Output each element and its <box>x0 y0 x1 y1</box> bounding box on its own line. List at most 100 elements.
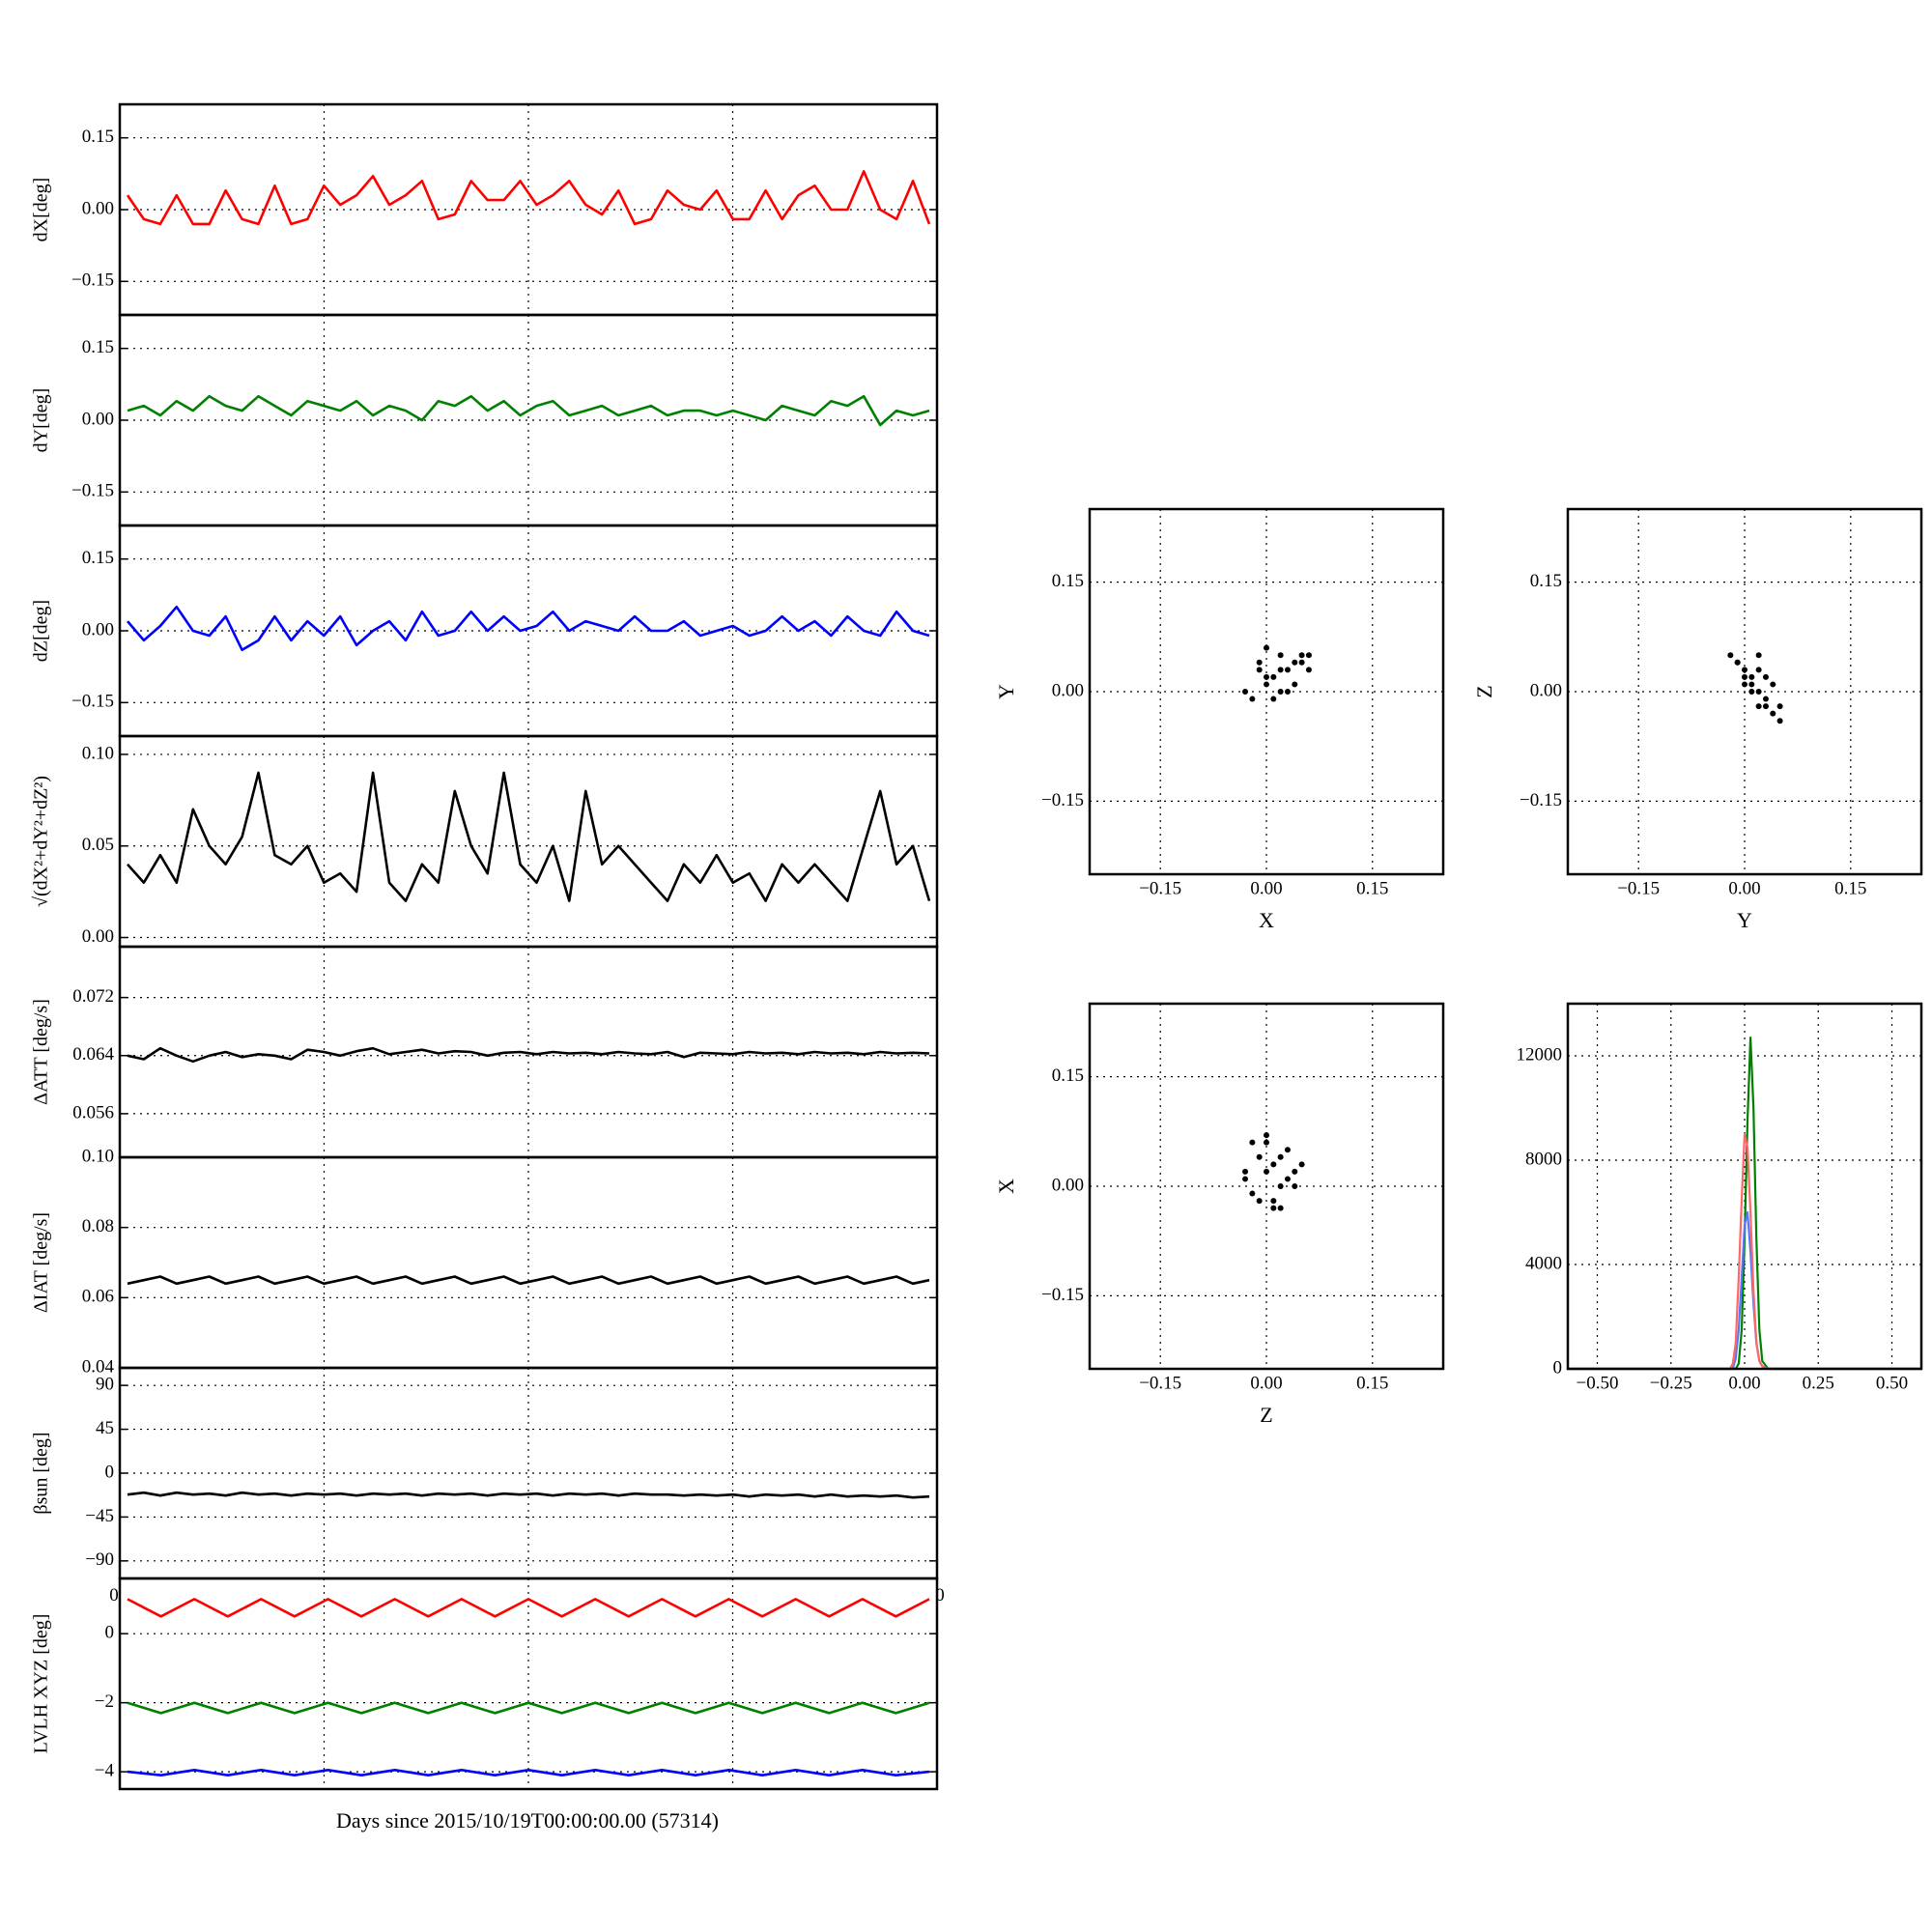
scatter-point <box>1264 681 1269 688</box>
scatter-point <box>1734 659 1741 666</box>
scatter-point <box>1762 703 1769 710</box>
ytick-label: −0.15 <box>71 481 114 501</box>
scatter-point <box>1256 1198 1263 1205</box>
ytick-label: 0.00 <box>1052 1175 1084 1195</box>
scatter-point <box>1270 696 1277 702</box>
ytick-label: 0.00 <box>1052 680 1084 700</box>
scatter-point <box>1264 1139 1269 1146</box>
hist-line-0 <box>1568 1036 1921 1371</box>
scatter-point <box>1256 659 1263 666</box>
axes-frame <box>1566 507 1923 876</box>
scatter-point <box>1298 652 1305 659</box>
series-line-0 <box>127 605 930 652</box>
scatter-point <box>1242 689 1249 695</box>
scatter-point <box>1242 1176 1249 1182</box>
ytick-label: 0.15 <box>82 337 114 357</box>
axes-frame <box>118 734 939 949</box>
panel-scatter_zx: −0.15 −0.15 0.00 0.00 0.15 0.15 Z X <box>994 1002 1445 1427</box>
ytick-label: 0.00 <box>82 926 114 947</box>
ytick-label: −4 <box>95 1760 115 1780</box>
scatter-point <box>1292 659 1298 666</box>
figure-xlabel: Days since 2015/10/19T00:00:00.00 (57314… <box>336 1808 719 1833</box>
scatter-point <box>1284 1176 1291 1182</box>
ylabel: dZ[deg] <box>31 600 52 662</box>
ytick-label: 0.10 <box>82 1146 114 1166</box>
scatter-point <box>1755 689 1762 695</box>
ylabel: X <box>994 1179 1018 1194</box>
scatter-point <box>1284 1147 1291 1153</box>
ylabel: βsun [deg] <box>31 1432 52 1514</box>
series-line-1 <box>127 1701 930 1715</box>
ytick-label: 0.15 <box>1052 1065 1084 1086</box>
axes-frame <box>1566 1002 1923 1371</box>
scatter-point <box>1256 667 1263 673</box>
corner-label-left: 0 <box>109 1585 119 1605</box>
ytick-label: 0.15 <box>1530 571 1562 591</box>
scatter-point <box>1256 1153 1263 1160</box>
ylabel: dY[deg] <box>31 388 52 453</box>
panel-histogram: −0.50 −0.25 0.00 0.25 0.50 0 4000 8000 12000 <box>1517 1002 1923 1393</box>
scatter-point <box>1249 1190 1256 1197</box>
ytick-label: 0.04 <box>82 1356 115 1377</box>
axes-frame <box>118 1577 939 1791</box>
series-line-0 <box>127 1598 930 1618</box>
scatter-point <box>1242 1168 1249 1175</box>
scatter-point <box>1727 652 1734 659</box>
xtick-label: −0.15 <box>1139 878 1181 898</box>
ytick-label: −0.15 <box>71 270 114 291</box>
xtick-label: 0.00 <box>1250 878 1282 898</box>
panel-scatter_xy: −0.15 −0.15 0.00 0.00 0.15 0.15 X Y <box>994 507 1445 932</box>
xtick-label: 0.00 <box>1728 878 1760 898</box>
scatter-point <box>1770 681 1776 688</box>
ytick-label: 0 <box>105 1623 115 1643</box>
axes-frame <box>118 1155 939 1370</box>
series-line-0 <box>126 170 931 226</box>
xtick-label: −0.15 <box>1139 1373 1181 1393</box>
scatter-point <box>1298 659 1305 666</box>
ytick-label: 0.10 <box>82 743 114 763</box>
ytick-label: −2 <box>95 1691 114 1712</box>
xlabel: Z <box>1260 1403 1272 1427</box>
scatter-point <box>1770 710 1776 717</box>
ytick-label: 0.072 <box>72 986 114 1007</box>
ytick-label: −0.15 <box>1041 1285 1084 1305</box>
ytick-label: 0.15 <box>1052 571 1084 591</box>
hist-line-2 <box>1568 1132 1921 1371</box>
xtick-label: 0.15 <box>1356 1373 1388 1393</box>
ytick-label: 0.00 <box>82 619 114 639</box>
scatter-point <box>1270 1161 1277 1168</box>
scatter-point <box>1249 1139 1256 1146</box>
xtick-label: −0.15 <box>1617 878 1660 898</box>
scatter-point <box>1776 718 1783 724</box>
scatter-point <box>1277 689 1284 695</box>
ylabel: ΔIAT [deg/s] <box>31 1212 52 1313</box>
ytick-label: 0.00 <box>82 409 114 429</box>
axes-frame <box>1088 1002 1445 1371</box>
panel-lvlh: 0 −2 −4 LVLH XYZ [deg] <box>31 1577 939 1791</box>
scatter-point <box>1284 689 1291 695</box>
xlabel: X <box>1259 908 1274 932</box>
xtick-label: 0.50 <box>1876 1373 1908 1393</box>
ytick-label: 90 <box>96 1375 114 1395</box>
ytick-label: 0.08 <box>82 1216 114 1236</box>
ytick-label: −45 <box>85 1506 114 1526</box>
scatter-point <box>1264 644 1269 651</box>
scatter-point <box>1742 667 1747 673</box>
scatter-point <box>1249 696 1256 702</box>
xtick-label: 0.15 <box>1356 878 1388 898</box>
scatter-point <box>1776 703 1783 710</box>
ylabel: ΔATT [deg/s] <box>31 999 52 1105</box>
scatter-point <box>1284 667 1291 673</box>
ytick-label: 0 <box>1553 1357 1563 1378</box>
xtick-label: 0.00 <box>1250 1373 1282 1393</box>
scatter-point <box>1755 667 1762 673</box>
panel-dy: 0.15 0.00 −0.15 dY[deg] <box>31 313 939 527</box>
ytick-label: 0 <box>105 1462 115 1482</box>
scatter-point <box>1292 1168 1298 1175</box>
series-line-0 <box>127 394 930 427</box>
xtick-label: −0.25 <box>1650 1373 1692 1393</box>
scatter-point <box>1742 673 1747 680</box>
scatter-point <box>1264 673 1269 680</box>
scatter-point <box>1755 652 1762 659</box>
ylabel: LVLH XYZ [deg] <box>31 1614 52 1754</box>
